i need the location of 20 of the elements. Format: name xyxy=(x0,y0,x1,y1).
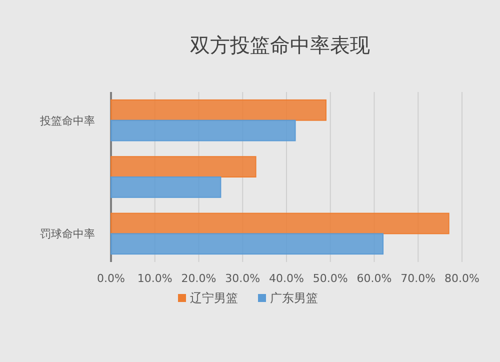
x-tick-label: 30.0% xyxy=(225,272,260,285)
bar xyxy=(110,99,326,121)
x-tick-label: 10.0% xyxy=(137,272,172,285)
bar xyxy=(110,233,384,255)
legend-label: 辽宁男篮 xyxy=(190,291,238,305)
y-tick-label: 罚球命中率 xyxy=(40,228,95,241)
bar xyxy=(110,156,256,178)
chart-title: 双方投篮命中率表现 xyxy=(190,33,370,57)
legend-label: 广东男篮 xyxy=(270,291,318,305)
bar xyxy=(110,176,222,198)
bar xyxy=(110,120,296,142)
x-tick-label: 50.0% xyxy=(312,272,348,285)
x-tick-label: 70.0% xyxy=(400,272,436,285)
x-tick-label: 80.0% xyxy=(444,272,480,285)
x-tick-label: 60.0% xyxy=(356,272,392,285)
x-tick-label: 0.0% xyxy=(97,272,125,285)
x-tick-label: 40.0% xyxy=(269,272,304,285)
x-tick-label: 20.0% xyxy=(181,272,216,285)
y-tick-label: 投篮命中率 xyxy=(39,114,95,128)
bar xyxy=(110,212,450,234)
